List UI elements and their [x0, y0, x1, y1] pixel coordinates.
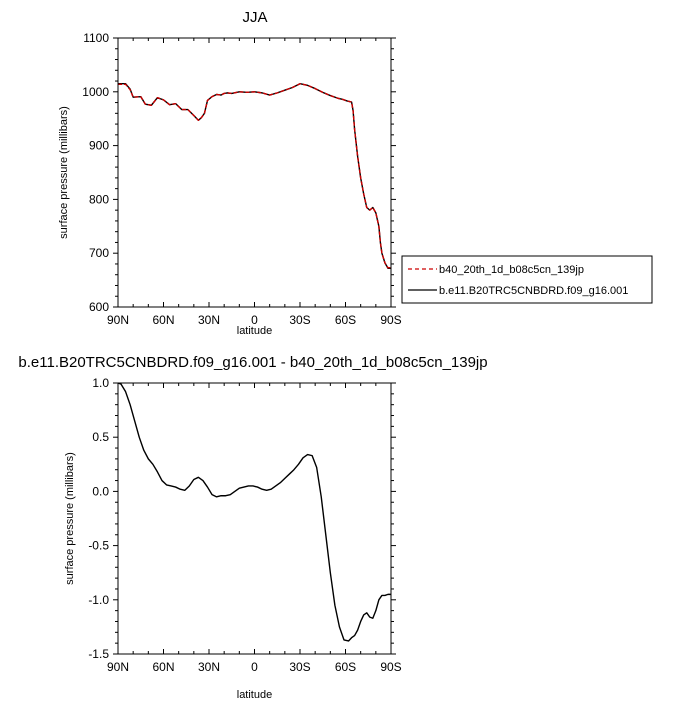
y-tick-label: 1100: [83, 31, 109, 45]
axes: 90N 60N 30N 0 30S 60S 90S 600 700 800 900 1000 1100: [82, 31, 401, 327]
pressure-panel: JJA 90N 60N 30N 0 30S 60S 90S 600 700 800 900 1000 1…: [58, 9, 653, 337]
y-tick-label: -1.0: [88, 593, 109, 607]
x-axis-label: latitude: [237, 689, 272, 701]
legend-label: b40_20th_1d_b08c5cn_139jp: [439, 264, 584, 276]
x-tick-label: 60N: [152, 313, 174, 327]
y-tick-label: 1.0: [92, 376, 109, 390]
y-tick-label: 0.5: [92, 430, 109, 444]
x-tick-label: 30S: [289, 660, 310, 674]
plot-frame: [117, 37, 392, 308]
y-tick-label: 800: [89, 192, 109, 206]
x-tick-label: 90S: [380, 313, 401, 327]
series-line: [118, 83, 391, 269]
y-tick-label: 900: [89, 139, 109, 153]
x-tick-label: 90N: [107, 313, 129, 327]
x-tick-label: 30S: [289, 313, 310, 327]
legend-box: [401, 255, 653, 304]
pressure-plot-area: [118, 83, 391, 269]
plot-frame: [117, 382, 392, 655]
chart-title: b.e11.B20TRC5CNBDRD.f09_g16.001 - b40_20…: [18, 354, 487, 371]
y-tick-label: 600: [89, 300, 109, 314]
legend-label: b.e11.B20TRC5CNBDRD.f09_g16.001: [439, 285, 628, 297]
x-tick-label: 90N: [107, 660, 129, 674]
y-axis-label: surface pressure (millibars): [58, 106, 70, 239]
x-tick-label: 0: [251, 313, 258, 327]
y-tick-label: 700: [89, 246, 109, 260]
y-tick-label: 0.0: [92, 484, 109, 498]
y-tick-label: -1.5: [88, 647, 109, 661]
x-tick-label: 90S: [380, 660, 401, 674]
y-tick-label: -0.5: [88, 539, 109, 553]
difference-plot-area: [117, 382, 391, 642]
x-tick-label: 30N: [198, 660, 220, 674]
difference-panel: b.e11.B20TRC5CNBDRD.f09_g16.001 - b40_20…: [18, 354, 487, 701]
legend: b40_20th_1d_b08c5cn_139jp b.e11.B20TRC5C…: [401, 255, 653, 304]
x-tick-label: 0: [251, 660, 258, 674]
chart-title: JJA: [242, 9, 267, 26]
x-tick-label: 30N: [198, 313, 220, 327]
series-line: [118, 83, 391, 269]
x-tick-label: 60S: [335, 660, 356, 674]
y-axis-label: surface pressure (millibars): [64, 452, 76, 585]
x-tick-label: 60N: [152, 660, 174, 674]
axes: 90N 60N 30N 0 30S 60S 90S -1.5 -1.0 -0.5 0.0 0.5 1.0: [88, 376, 401, 674]
series-line: [117, 382, 391, 642]
x-axis-label: latitude: [237, 325, 272, 337]
x-tick-label: 60S: [335, 313, 356, 327]
y-tick-label: 1000: [82, 85, 109, 99]
